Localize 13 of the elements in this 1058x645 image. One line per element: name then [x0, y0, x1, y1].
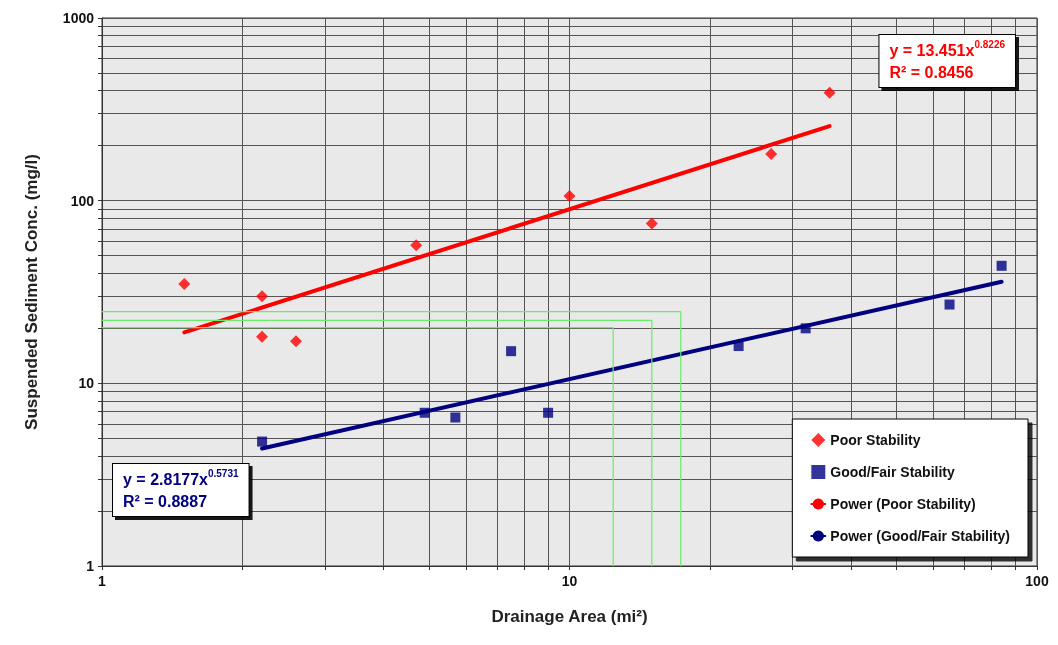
- y-tick-label: 10: [78, 375, 95, 392]
- legend-label: Power (Poor Stability): [830, 496, 976, 512]
- x-tick-label: 1: [98, 573, 107, 589]
- y-tick-label: 1: [86, 558, 95, 574]
- y-axis-title: Suspended Sediment Conc. (mg/l): [22, 154, 41, 430]
- x-tick-label: 100: [1025, 573, 1049, 589]
- x-axis-title: Drainage Area (mi²): [491, 607, 648, 626]
- y-tick-label: 1000: [62, 10, 95, 26]
- legend-label: Poor Stability: [830, 432, 921, 448]
- legend-label: Good/Fair Stability: [830, 464, 955, 480]
- y-tick-label: 100: [70, 192, 95, 209]
- legend-label: Power (Good/Fair Stability): [830, 528, 1010, 544]
- x-tick-label: 10: [561, 573, 578, 589]
